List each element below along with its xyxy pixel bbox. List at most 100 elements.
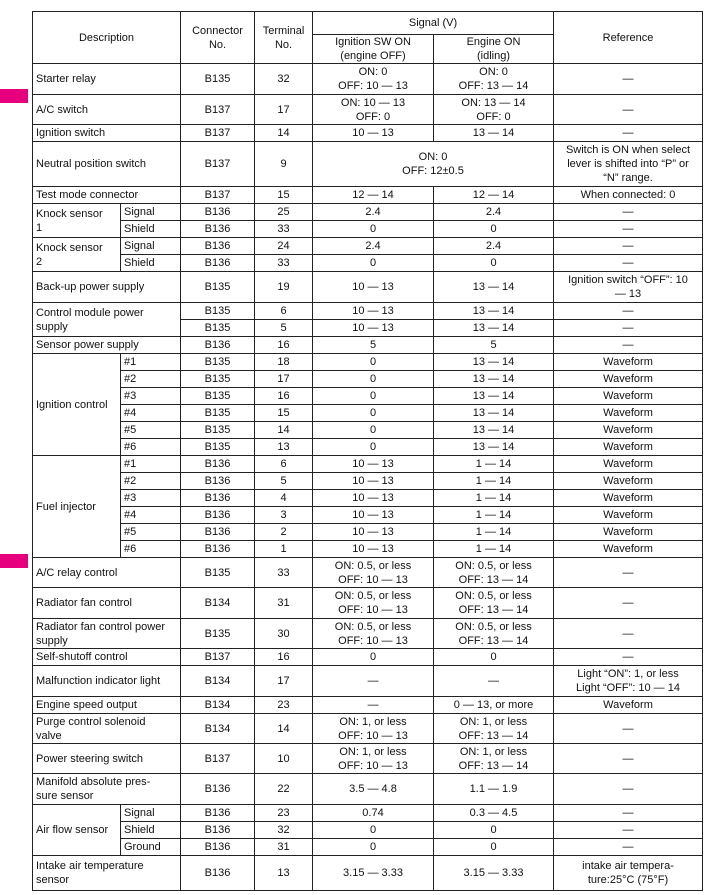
engine-on-cell: ON: 1, or less OFF: 13 — 14: [432, 713, 555, 744]
ignition-on-cell: 3.15 — 3.33: [312, 855, 434, 891]
sub-item-cell: #1: [120, 455, 181, 473]
terminal-cell: 16: [254, 336, 313, 354]
description-cell: Manifold absolute pres- sure sensor: [32, 773, 181, 805]
connector-cell: B136: [180, 237, 255, 255]
ignition-on-cell: 12 — 14: [312, 186, 434, 204]
ignition-on-cell: 0: [312, 438, 434, 456]
engine-on-cell: 13 — 14: [432, 271, 555, 303]
sub-item-cell: #6: [120, 540, 181, 558]
description-cell: Engine speed output: [32, 696, 181, 714]
terminal-cell: 13: [254, 438, 313, 456]
reference-cell: intake air tempera- ture:25°C (75°F): [553, 855, 704, 891]
reference-cell: Waveform: [553, 489, 704, 507]
terminal-cell: 6: [254, 302, 313, 320]
terminal-cell: 25: [254, 203, 313, 221]
table-row: Fuel injector #1 B136 6 10 — 13 1 — 14 Wavefor…: [32, 455, 704, 558]
reference-cell: —: [553, 220, 704, 238]
engine-on-cell: ON: 0.5, or less OFF: 13 — 14: [432, 587, 555, 619]
connector-cell: B135: [180, 438, 255, 456]
table-row: Radiator fan control B134 31 ON: 0.5, or le…: [32, 587, 704, 619]
description-cell: Sensor power supply: [32, 336, 181, 354]
description-cell: Intake air temperature sensor: [32, 855, 181, 891]
ignition-on-cell: 10 — 13: [312, 302, 434, 320]
ignition-on-cell: 2.4: [312, 203, 434, 221]
engine-on-cell: 0: [432, 648, 555, 666]
terminal-cell: 18: [254, 353, 313, 371]
description-cell: Ignition switch: [32, 124, 181, 142]
description-cell: Radiator fan control: [32, 587, 181, 619]
engine-on-cell: ON: 13 — 14 OFF: 0: [432, 94, 555, 125]
table-body: Starter relay B135 32 ON: 0 OFF: 10 — 13 ON:…: [32, 63, 704, 891]
terminal-cell: 33: [254, 557, 313, 588]
terminal-cell: 1: [254, 540, 313, 558]
table-row: Air flow sensor Signal B136 23 0.74 0.3 — 4.5…: [32, 804, 704, 856]
engine-on-cell: 0: [432, 821, 555, 839]
header-description: Description: [32, 11, 181, 64]
reference-cell: —: [553, 648, 704, 666]
connector-cell: B135: [180, 618, 255, 649]
reference-cell: Waveform: [553, 506, 704, 524]
table-row: #2 B136 5 10 — 13 1 — 14 Waveform: [33, 472, 704, 490]
ignition-on-cell: 0: [312, 387, 434, 405]
connector-cell: B135: [180, 387, 255, 405]
engine-on-cell: ON: 0.5, or less OFF: 13 — 14: [432, 618, 555, 649]
description-cell: Knock sensor 1: [32, 203, 121, 238]
reference-cell: Waveform: [553, 353, 704, 371]
engine-on-cell: ON: 0.5, or less OFF: 13 — 14: [432, 557, 555, 588]
signal-table: Description Connector No. Terminal No. S…: [32, 11, 704, 891]
connector-cell: B137: [180, 124, 255, 142]
table-row: #4 B135 15 0 13 — 14 Waveform: [33, 404, 704, 422]
table-row: Knock sensor 2 Signal B136 24 2.4 2.4—: [32, 237, 704, 272]
reference-cell: —: [553, 254, 704, 272]
terminal-cell: 31: [254, 838, 313, 856]
terminal-cell: 5: [254, 319, 313, 337]
engine-on-cell: 0 — 13, or more: [432, 696, 555, 714]
table-row: #6 B136 1 10 — 13 1 — 14 Waveform: [33, 540, 704, 558]
engine-on-cell: 2.4: [432, 237, 555, 255]
reference-cell: —: [553, 821, 704, 839]
reference-cell: —: [553, 94, 704, 125]
ignition-on-cell: 10 — 13: [312, 489, 434, 507]
terminal-cell: 6: [254, 455, 313, 473]
engine-on-cell: 3.15 — 3.33: [432, 855, 555, 891]
reference-cell: —: [553, 302, 704, 320]
connector-cell: B137: [180, 648, 255, 666]
description-cell: Power steering switch: [32, 743, 181, 774]
connector-cell: B136: [180, 455, 255, 473]
header-engine: Engine ON (idling): [432, 34, 555, 64]
terminal-cell: 9: [254, 141, 313, 187]
engine-on-cell: 13 — 14: [432, 124, 555, 142]
connector-cell: B135: [180, 271, 255, 303]
engine-on-cell: 1.1 — 1.9: [432, 773, 555, 805]
reference-cell: —: [553, 63, 704, 95]
reference-cell: —: [553, 713, 704, 744]
revision-marker: [0, 554, 28, 568]
connector-cell: B135: [180, 421, 255, 439]
ignition-on-cell: 10 — 13: [312, 472, 434, 490]
description-cell: A/C switch: [32, 94, 181, 125]
reference-cell: —: [553, 838, 704, 856]
ignition-on-cell: 0: [312, 648, 434, 666]
description-cell: Radiator fan control power supply: [32, 618, 181, 649]
table-row: #6 B135 13 0 13 — 14 Waveform: [33, 438, 704, 456]
connector-cell: B136: [180, 489, 255, 507]
connector-cell: B135: [180, 404, 255, 422]
table-row: A/C relay control B135 33 ON: 0.5, or less …: [32, 557, 704, 588]
table-row: Self-shutoff control B137 16 0 0—: [32, 648, 704, 666]
reference-cell: Waveform: [553, 472, 704, 490]
ignition-on-cell: 0: [312, 421, 434, 439]
sub-item-cell: Shield: [120, 254, 181, 272]
table-row: Malfunction indicator light B134 17— — Light…: [32, 665, 704, 697]
sub-item-cell: Signal: [120, 804, 181, 822]
ignition-on-cell: 10 — 13: [312, 319, 434, 337]
engine-on-cell: 13 — 14: [432, 302, 555, 320]
sub-item-cell: #1: [120, 353, 181, 371]
table-row: Power steering switch B137 10 ON: 1, or les…: [32, 743, 704, 774]
description-cell: Purge control solenoid valve: [32, 713, 181, 744]
table-row: Manifold absolute pres- sure sensor B136 2…: [32, 773, 704, 805]
sub-item-cell: #6: [120, 438, 181, 456]
table-row: A/C switch B137 17 ON: 10 — 13 OFF: 0 ON: 13…: [32, 94, 704, 125]
terminal-cell: 33: [254, 254, 313, 272]
connector-cell: B136: [180, 254, 255, 272]
terminal-cell: 33: [254, 220, 313, 238]
